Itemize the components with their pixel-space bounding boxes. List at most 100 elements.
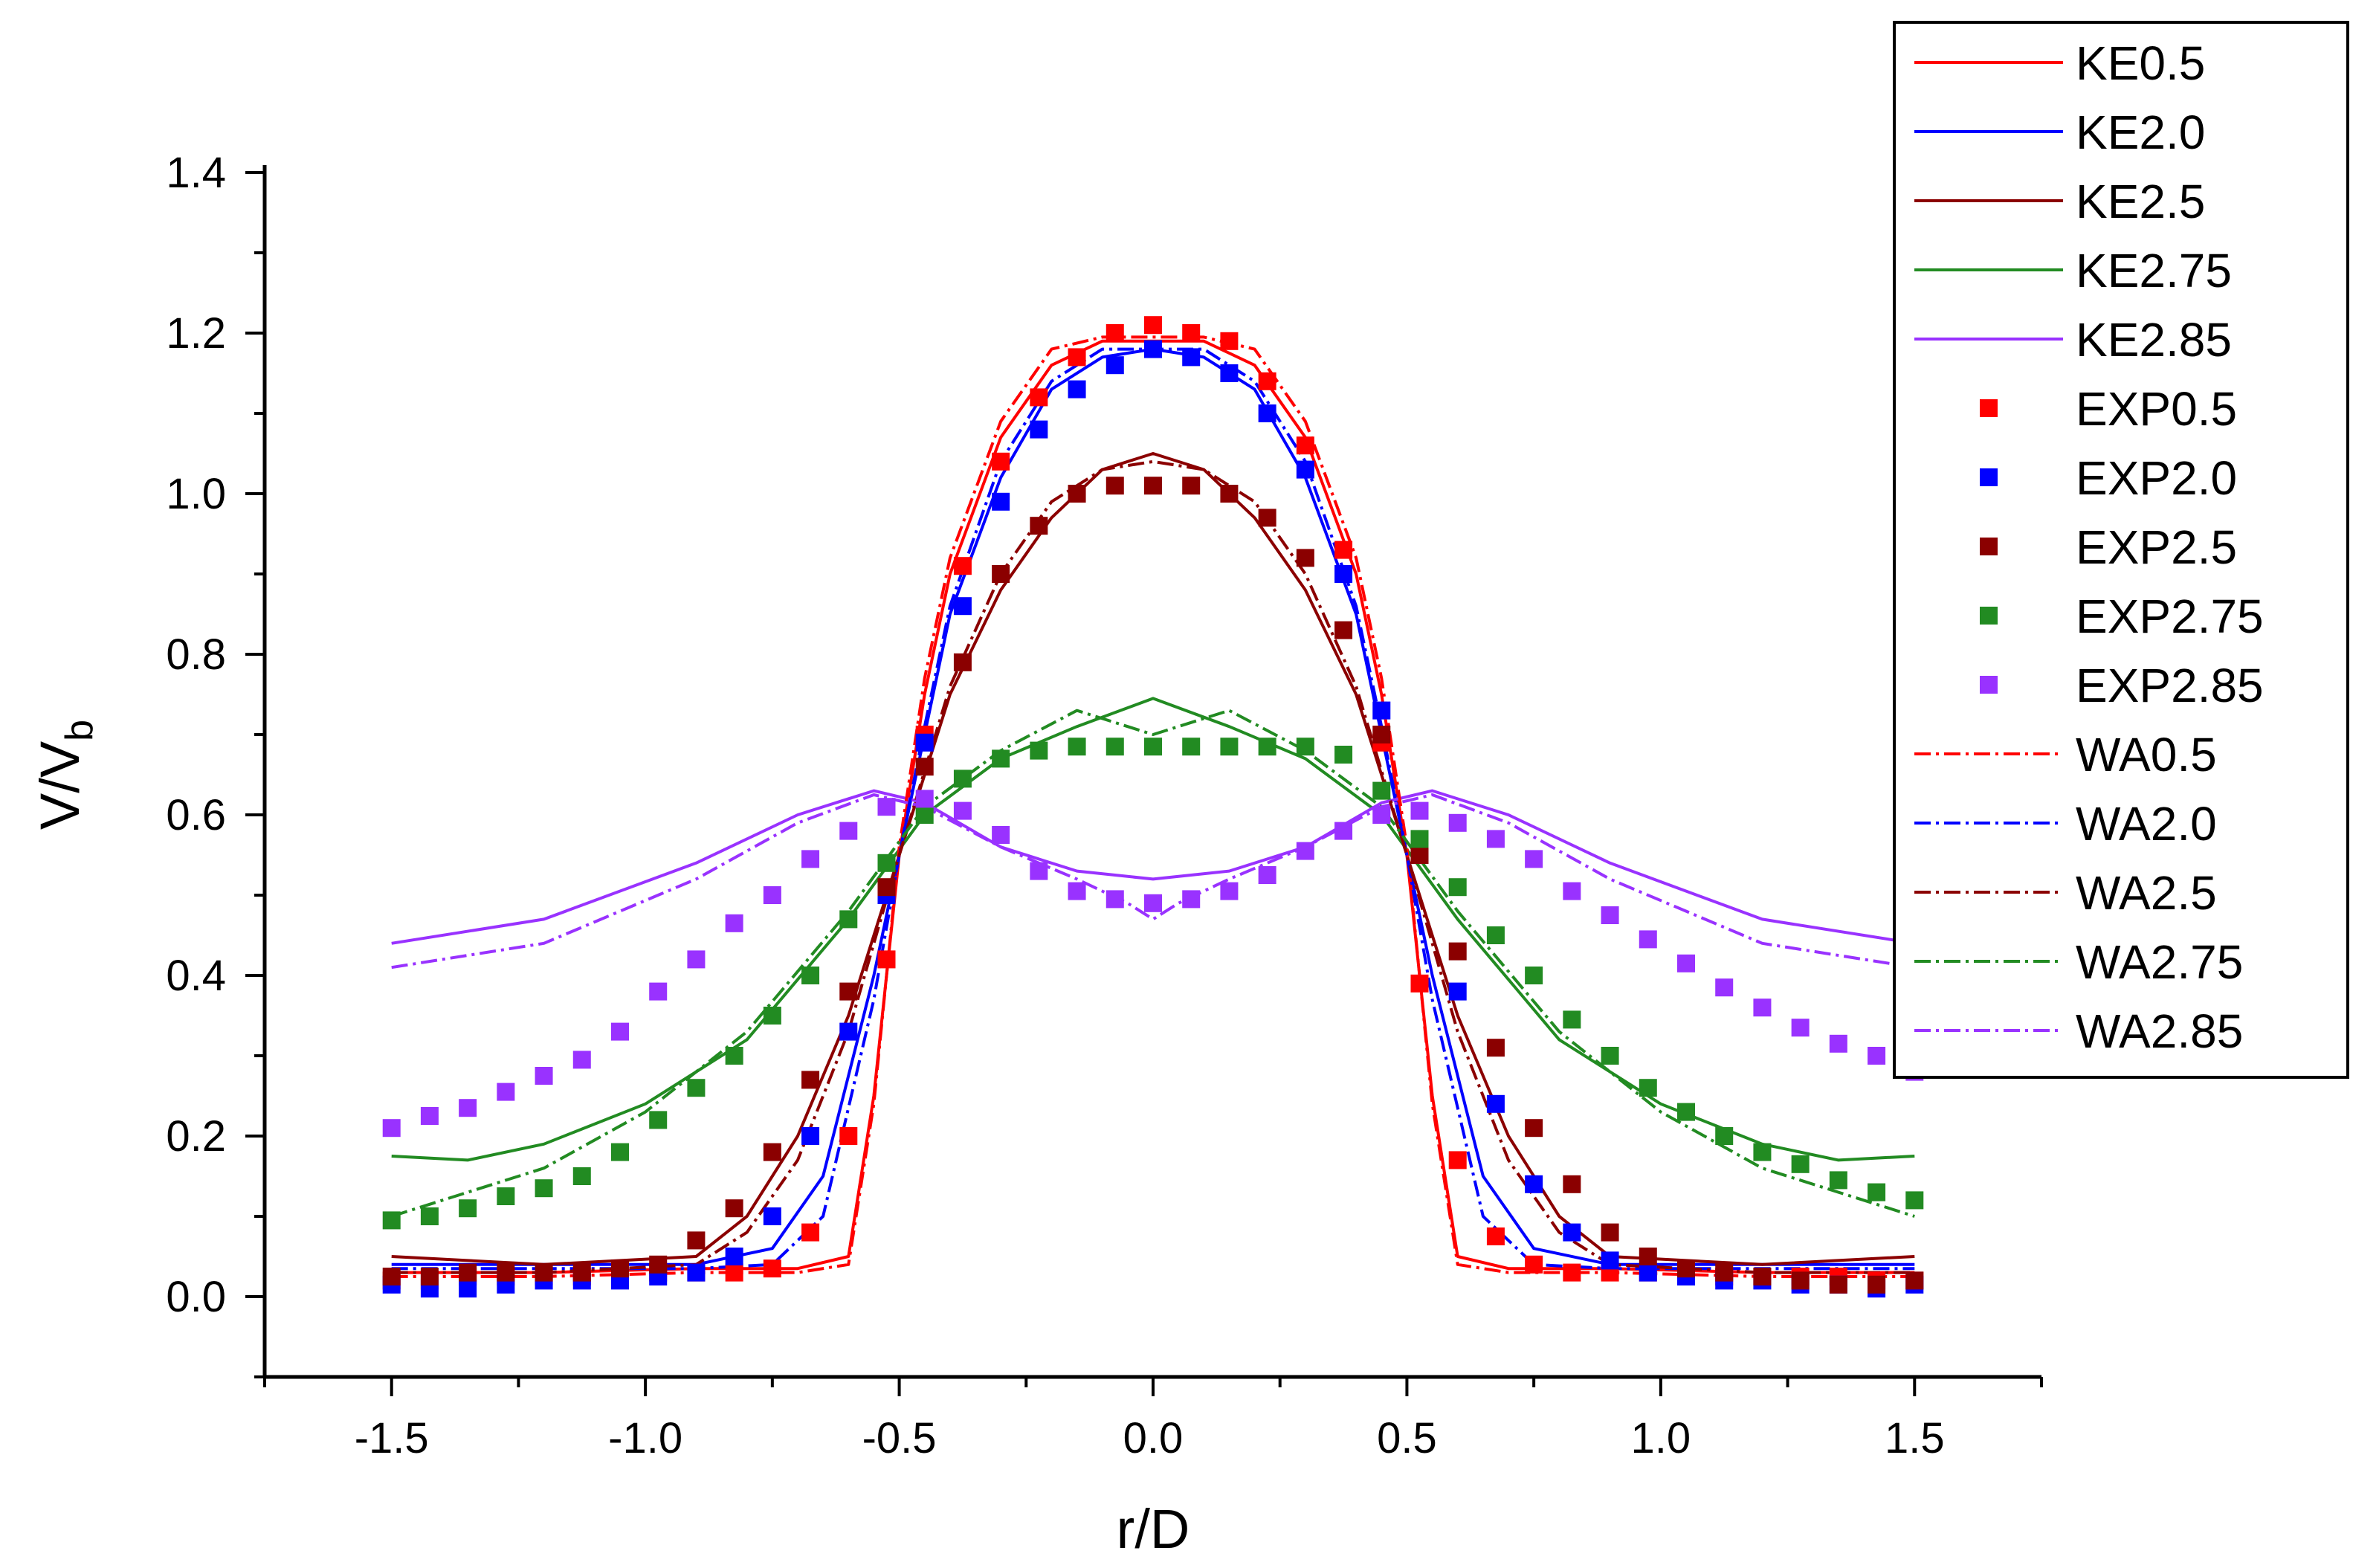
point-exp2-5 xyxy=(1715,1263,1734,1282)
point-exp2-5 xyxy=(420,1268,439,1285)
point-exp0-5 xyxy=(1410,974,1429,993)
point-exp2-85 xyxy=(649,982,668,1001)
point-exp2-85 xyxy=(1753,998,1772,1017)
y-tick-label: 0.8 xyxy=(166,630,226,679)
point-exp2-0 xyxy=(1144,340,1162,358)
point-exp2-75 xyxy=(839,910,858,929)
svg-text:V/Vb: V/Vb xyxy=(29,720,101,830)
legend-item-exp2-5: EXP2.5 xyxy=(1980,520,2237,574)
point-exp2-75 xyxy=(611,1143,629,1161)
point-exp2-5 xyxy=(572,1263,591,1282)
legend-label-exp2-0: EXP2.0 xyxy=(2076,451,2237,505)
point-exp2-5 xyxy=(1868,1275,1886,1294)
point-exp2-75 xyxy=(877,854,896,872)
y-axis-title-main: V/V xyxy=(29,741,91,830)
point-exp2-5 xyxy=(497,1263,515,1282)
point-exp2-75 xyxy=(497,1187,515,1205)
point-exp2-5 xyxy=(1144,477,1162,495)
point-exp2-75 xyxy=(1220,738,1239,756)
y-tick-label: 0.6 xyxy=(166,791,226,839)
point-exp2-75 xyxy=(382,1211,401,1230)
point-exp0-5 xyxy=(1144,316,1162,335)
point-exp2-75 xyxy=(915,806,934,824)
point-exp2-75 xyxy=(1105,738,1124,756)
point-exp2-5 xyxy=(725,1199,743,1218)
point-exp2-5 xyxy=(687,1231,706,1250)
point-exp2-85 xyxy=(992,826,1010,844)
point-exp0-5 xyxy=(1105,324,1124,342)
x-tick-label: 1.0 xyxy=(1631,1414,1691,1462)
point-exp2-75 xyxy=(1144,738,1162,756)
legend-label-ke0-5: KE0.5 xyxy=(2076,36,2205,90)
point-exp2-75 xyxy=(1601,1047,1619,1065)
plot-area xyxy=(382,316,1924,1298)
point-exp2-75 xyxy=(992,749,1010,768)
point-exp2-75 xyxy=(1753,1143,1772,1161)
legend-item-ke2-75: KE2.75 xyxy=(1914,244,2232,297)
point-exp2-85 xyxy=(1563,882,1581,900)
point-exp0-5 xyxy=(1220,332,1239,350)
legend-item-ke0-5: KE0.5 xyxy=(1914,36,2205,90)
line-wa2-75 xyxy=(391,709,1915,1218)
axes: -1.5 -1.0 -0.5 0.0 0.5 1.0 1.5 0.0 0.2 0.4 0.6 0.8 1… xyxy=(166,149,2043,1462)
point-exp2-5 xyxy=(611,1259,629,1278)
legend-label-exp2-75: EXP2.75 xyxy=(2076,590,2264,643)
point-exp2-0 xyxy=(1525,1175,1543,1193)
point-exp2-0 xyxy=(1334,565,1353,583)
legend-label-wa2-0: WA2.0 xyxy=(2076,797,2217,851)
point-exp2-5 xyxy=(1296,549,1314,567)
legend-item-wa0-5: WA0.5 xyxy=(1914,728,2217,781)
point-exp2-85 xyxy=(420,1107,439,1125)
point-exp0-5 xyxy=(839,1127,858,1145)
point-exp2-0 xyxy=(687,1263,706,1282)
point-exp2-0 xyxy=(953,597,972,616)
point-exp0-5 xyxy=(1448,1151,1467,1169)
y-tick-label: 1.2 xyxy=(166,309,226,358)
legend-swatch-exp2-0 xyxy=(1980,468,1998,486)
point-exp2-85 xyxy=(1601,906,1619,924)
legend-label-wa0-5: WA0.5 xyxy=(2076,728,2217,781)
point-exp2-85 xyxy=(1525,850,1543,868)
point-exp2-5 xyxy=(1448,942,1467,961)
point-exp2-85 xyxy=(497,1083,515,1101)
point-exp2-0 xyxy=(1563,1223,1581,1242)
point-exp0-5 xyxy=(1563,1263,1581,1282)
point-exp2-75 xyxy=(535,1179,553,1198)
point-exp2-0 xyxy=(839,1022,858,1041)
legend-label-exp0-5: EXP0.5 xyxy=(2076,382,2237,436)
point-exp2-75 xyxy=(1715,1127,1734,1145)
point-exp2-5 xyxy=(801,1071,820,1089)
point-exp2-85 xyxy=(1715,978,1734,997)
point-exp2-5 xyxy=(649,1255,668,1274)
point-exp0-5 xyxy=(1030,388,1048,407)
y-tick-label: 1.0 xyxy=(166,470,226,518)
point-exp2-0 xyxy=(1448,982,1467,1001)
series-exp2-75 xyxy=(382,738,1924,1230)
legend-swatch-exp2-5 xyxy=(1980,538,1998,555)
point-exp2-5 xyxy=(535,1263,553,1282)
point-exp0-5 xyxy=(953,557,972,575)
legend-item-exp2-0: EXP2.0 xyxy=(1980,451,2237,505)
point-exp2-75 xyxy=(1068,738,1086,756)
legend-label-ke2-75: KE2.75 xyxy=(2076,244,2232,297)
point-exp0-5 xyxy=(1258,372,1276,390)
point-exp2-75 xyxy=(1030,741,1048,760)
point-exp2-75 xyxy=(953,770,972,788)
legend-item-wa2-85: WA2.85 xyxy=(1914,1004,2243,1058)
series-exp2-85 xyxy=(382,790,1924,1138)
point-exp2-75 xyxy=(687,1079,706,1097)
point-exp2-75 xyxy=(1677,1103,1695,1121)
point-exp2-85 xyxy=(1829,1034,1847,1053)
legend-label-exp2-5: EXP2.5 xyxy=(2076,520,2237,574)
legend-swatch-exp2-85 xyxy=(1980,676,1998,694)
legend-swatch-exp0-5 xyxy=(1980,399,1998,417)
legend-item-ke2-85: KE2.85 xyxy=(1914,313,2232,367)
point-exp2-85 xyxy=(1372,806,1391,824)
point-exp2-85 xyxy=(382,1119,401,1138)
legend-label-ke2-5: KE2.5 xyxy=(2076,175,2205,228)
point-exp2-5 xyxy=(459,1263,477,1282)
point-exp0-5 xyxy=(763,1259,781,1278)
point-exp2-0 xyxy=(1486,1094,1505,1113)
point-exp2-5 xyxy=(1410,846,1429,864)
